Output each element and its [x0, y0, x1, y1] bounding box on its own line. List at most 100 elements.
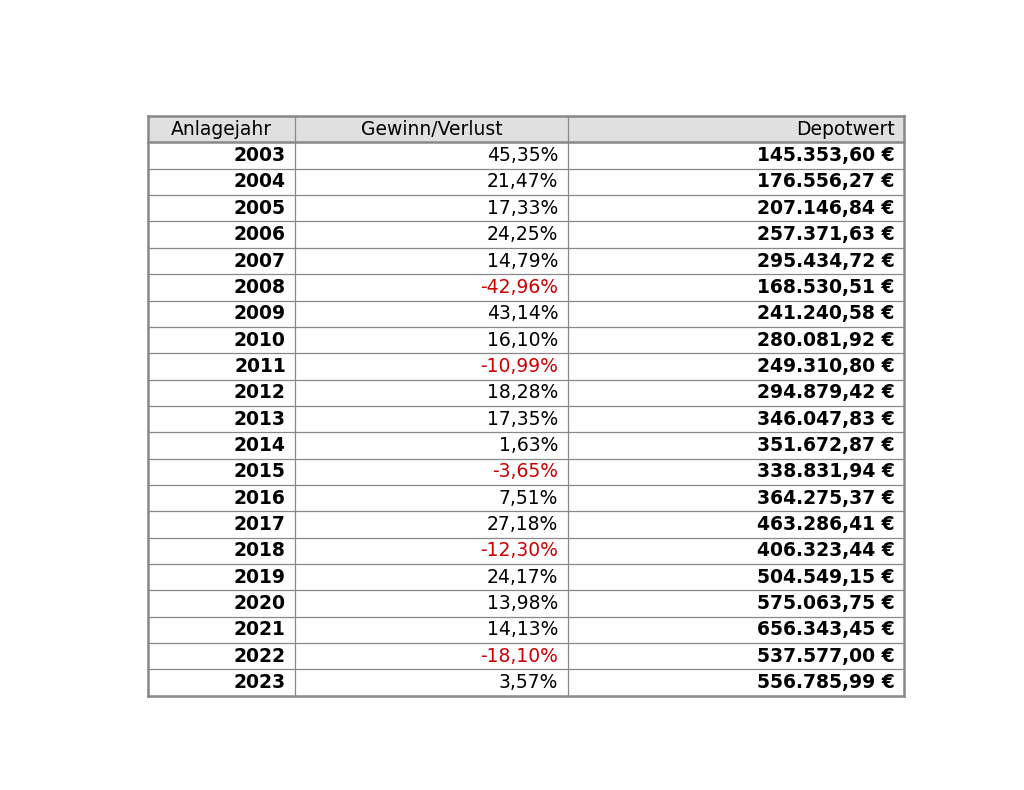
Text: 7,51%: 7,51%: [499, 489, 558, 508]
Bar: [567, 248, 904, 274]
Bar: [295, 195, 567, 221]
Text: 2015: 2015: [233, 462, 286, 481]
Text: 2021: 2021: [233, 620, 286, 639]
Bar: [147, 221, 295, 248]
Text: -12,30%: -12,30%: [480, 541, 558, 560]
Bar: [147, 485, 295, 511]
Text: 2012: 2012: [233, 383, 286, 402]
Text: 24,25%: 24,25%: [486, 225, 558, 244]
Text: -42,96%: -42,96%: [480, 278, 558, 297]
Text: 2020: 2020: [233, 594, 286, 613]
Bar: [147, 116, 295, 142]
Bar: [567, 353, 904, 380]
Bar: [567, 669, 904, 696]
Text: -10,99%: -10,99%: [480, 357, 558, 376]
Bar: [295, 643, 567, 669]
Text: -18,10%: -18,10%: [480, 647, 558, 666]
Bar: [147, 406, 295, 432]
Bar: [147, 169, 295, 195]
Bar: [147, 274, 295, 300]
Bar: [295, 300, 567, 327]
Bar: [567, 617, 904, 643]
Text: 14,13%: 14,13%: [486, 620, 558, 639]
Text: 338.831,94 €: 338.831,94 €: [757, 462, 895, 481]
Bar: [295, 169, 567, 195]
Bar: [295, 538, 567, 564]
Text: 13,98%: 13,98%: [486, 594, 558, 613]
Bar: [295, 590, 567, 617]
Bar: [567, 379, 904, 406]
Bar: [567, 116, 904, 142]
Bar: [295, 432, 567, 459]
Text: 2023: 2023: [233, 673, 286, 692]
Text: 2011: 2011: [234, 357, 286, 376]
Text: 2017: 2017: [233, 515, 286, 534]
Text: 280.081,92 €: 280.081,92 €: [757, 330, 895, 349]
Text: 168.530,51 €: 168.530,51 €: [757, 278, 895, 297]
Text: 257.371,63 €: 257.371,63 €: [757, 225, 895, 244]
Text: 18,28%: 18,28%: [486, 383, 558, 402]
Bar: [295, 406, 567, 432]
Bar: [567, 511, 904, 538]
Bar: [567, 643, 904, 669]
Bar: [147, 142, 295, 169]
Bar: [295, 617, 567, 643]
Text: 2018: 2018: [233, 541, 286, 560]
Bar: [147, 617, 295, 643]
Bar: [567, 432, 904, 459]
Bar: [567, 300, 904, 327]
Text: 2010: 2010: [233, 330, 286, 349]
Text: 17,33%: 17,33%: [486, 199, 558, 218]
Bar: [147, 327, 295, 353]
Text: 346.047,83 €: 346.047,83 €: [757, 410, 895, 429]
Text: 21,47%: 21,47%: [486, 172, 558, 191]
Text: 207.146,84 €: 207.146,84 €: [757, 199, 895, 218]
Text: 27,18%: 27,18%: [486, 515, 558, 534]
Text: 2007: 2007: [233, 251, 286, 270]
Bar: [147, 459, 295, 485]
Bar: [147, 300, 295, 327]
Text: 2008: 2008: [233, 278, 286, 297]
Bar: [295, 353, 567, 380]
Text: 364.275,37 €: 364.275,37 €: [757, 489, 895, 508]
Text: 14,79%: 14,79%: [486, 251, 558, 270]
Bar: [147, 564, 295, 590]
Bar: [295, 221, 567, 248]
Text: 406.323,44 €: 406.323,44 €: [757, 541, 895, 560]
Bar: [147, 379, 295, 406]
Text: 2014: 2014: [233, 436, 286, 455]
Bar: [295, 511, 567, 538]
Bar: [295, 669, 567, 696]
Text: 294.879,42 €: 294.879,42 €: [757, 383, 895, 402]
Text: Anlagejahr: Anlagejahr: [171, 120, 272, 139]
Bar: [147, 669, 295, 696]
Text: 2016: 2016: [233, 489, 286, 508]
Text: 45,35%: 45,35%: [486, 146, 558, 165]
Bar: [295, 116, 567, 142]
Text: 176.556,27 €: 176.556,27 €: [757, 172, 895, 191]
Text: -3,65%: -3,65%: [493, 462, 558, 481]
Bar: [147, 353, 295, 380]
Bar: [567, 221, 904, 248]
Bar: [567, 590, 904, 617]
Text: 1,63%: 1,63%: [499, 436, 558, 455]
Bar: [295, 564, 567, 590]
Text: Gewinn/Verlust: Gewinn/Verlust: [360, 120, 502, 139]
Bar: [567, 195, 904, 221]
Bar: [295, 327, 567, 353]
Text: 24,17%: 24,17%: [486, 568, 558, 587]
Text: 295.434,72 €: 295.434,72 €: [757, 251, 895, 270]
Text: 504.549,15 €: 504.549,15 €: [757, 568, 895, 587]
Text: 17,35%: 17,35%: [486, 410, 558, 429]
Text: 2009: 2009: [233, 304, 286, 323]
Text: 43,14%: 43,14%: [486, 304, 558, 323]
Bar: [567, 169, 904, 195]
Text: 2006: 2006: [233, 225, 286, 244]
Bar: [147, 590, 295, 617]
Bar: [567, 459, 904, 485]
Text: 575.063,75 €: 575.063,75 €: [757, 594, 895, 613]
Bar: [147, 511, 295, 538]
Bar: [147, 195, 295, 221]
Bar: [147, 538, 295, 564]
Bar: [295, 485, 567, 511]
